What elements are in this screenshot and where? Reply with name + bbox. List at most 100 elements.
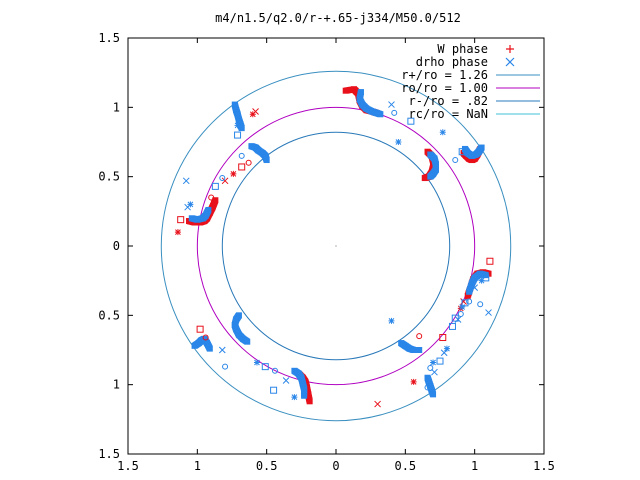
x-tick-label: 0 [332,459,339,473]
reference-circles [160,70,512,422]
scatter-marker [261,363,269,371]
scatter-marker [238,152,245,159]
x-tick-label: 1.5 [117,459,139,473]
y-tick-label: 1.5 [98,447,120,461]
y-tick-label: 0 [113,239,120,253]
scatter-marker [234,122,241,129]
arm-cluster-13 [191,335,213,352]
y-tick-label: 0.5 [98,170,120,184]
scatter-marker [253,359,260,366]
arm-marker [238,125,245,132]
arm-cluster-1 [356,89,384,118]
scatter-marker [427,365,434,372]
scatter-marker [416,333,423,340]
scatter-marker [410,378,417,385]
scatter-marker [443,345,450,352]
scatter-marker [221,177,229,185]
scatter-marker [219,175,226,182]
arm-marker [478,144,485,151]
x-tick-label: 1.5 [533,459,555,473]
arm-marker [377,111,384,118]
scatter-marker [424,384,431,391]
scatter-marker [249,111,256,118]
scatter-marker [439,129,446,136]
arm-cluster-8 [231,101,245,132]
legend-label-0: W phase [437,42,488,56]
legend-label-2: r+/ro = 1.26 [401,68,488,82]
scatter-marker [222,363,229,370]
scatter-marker [485,309,492,316]
arm-marker [263,157,270,164]
scatter-marker [245,159,252,166]
arm-cluster-14 [398,340,423,353]
y-tick-label: 1 [113,378,120,392]
scatter-marker [431,368,438,376]
scatter-marker [458,148,466,156]
scatter-marker [448,322,456,330]
scatter-marker [395,139,402,145]
scatter-marker [230,170,237,177]
arm-marker [306,398,313,405]
scatter-marker [182,177,190,185]
arm-marker [205,206,212,213]
scatter-marker [471,284,479,291]
scatter-marker [218,346,226,354]
scatter-marker [374,400,381,408]
arm-cluster-3 [427,151,439,180]
arm-marker [212,197,219,204]
chart-title: m4/n1.5/q2.0/r-+.65-j334/M50.0/512 [215,11,461,25]
scatter-marker [388,317,395,324]
scatter-marker [211,182,219,190]
data-points [174,86,494,408]
circle-0 [160,70,512,422]
scatter-marker [439,334,447,342]
arm-marker [206,345,213,352]
x-tick-label: 1 [471,459,478,473]
arm-cluster-16 [466,270,489,295]
center-point [335,245,337,247]
scatter-marker [238,163,246,171]
arm-cluster-5 [461,144,485,159]
arm-marker [244,338,251,345]
arm-marker [301,392,308,399]
scatter-marker [430,359,437,366]
scatter-marker [208,194,215,201]
arm-marker [430,391,437,398]
scatter-marker [482,274,490,282]
scatter-marker [388,101,395,108]
scatter-marker [451,314,459,322]
legend-label-5: rc/ro = NaN [409,107,488,121]
scatter-marker [282,377,290,384]
scatter-marker [478,277,485,284]
scatter-marker [177,216,185,224]
scatter-marker [459,304,466,311]
arm-marker [421,175,428,182]
scatter-marker [440,349,448,357]
x-tick-label: 1 [194,459,201,473]
scatter-marker [202,334,209,341]
circle-2 [221,131,451,361]
y-tick-label: 1.5 [98,31,120,45]
arm-marker [427,173,434,180]
scatter-group-1 [182,101,492,401]
circle-1 [196,106,476,386]
arm-cluster-12 [231,312,251,345]
scatter-marker [196,325,204,333]
scatter-marker [452,157,459,164]
scatter-marker [271,367,278,374]
axis-ticks: 1.5 1 0.5 0 0.5 1 1.51.510.500.511.5 [98,31,555,473]
scatter-marker [486,257,494,265]
y-tick-label: 0.5 [98,308,120,322]
scatter-marker [234,131,242,139]
scatter-marker [270,386,278,394]
legend-label-4: r-/ro = .82 [409,94,488,108]
x-tick-label: 0.5 [256,459,278,473]
scatter-marker [291,394,298,401]
arm-cluster-7 [188,206,212,223]
scatter-marker [391,109,398,116]
arm-cluster-9 [248,143,270,164]
scatter-marker [466,298,473,305]
scatter-marker [407,117,415,125]
